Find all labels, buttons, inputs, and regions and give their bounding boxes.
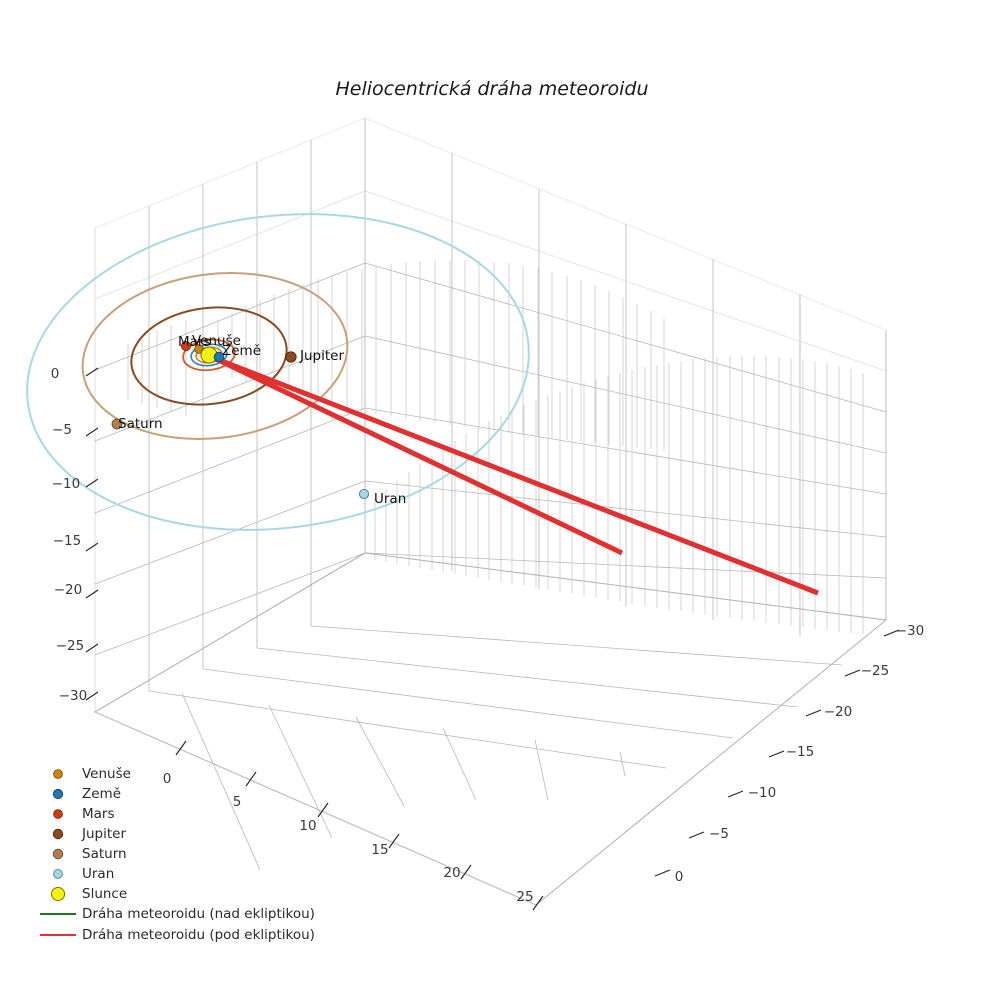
legend-label-venuse: Venuše bbox=[82, 766, 131, 782]
label-jupiter: Jupiter bbox=[299, 348, 344, 364]
planet-markers bbox=[111, 340, 370, 500]
trajectory-branch-2 bbox=[213, 355, 819, 596]
legend-label-slunce: Slunce bbox=[82, 886, 127, 902]
y-tick-4: −20 bbox=[824, 704, 853, 720]
z-tick-6: −30 bbox=[59, 688, 88, 704]
marker-saturn bbox=[111, 418, 123, 430]
legend-item-saturn[interactable]: Saturn bbox=[52, 846, 127, 862]
legend-label-mars: Mars bbox=[82, 806, 115, 822]
legend-item-draha-nad[interactable]: Dráha meteoroidu (nad ekliptikou) bbox=[40, 906, 315, 922]
legend-item-slunce[interactable]: Slunce bbox=[50, 886, 127, 902]
z-tick-5: −25 bbox=[56, 638, 85, 654]
y-tick-2: −10 bbox=[748, 785, 777, 801]
pane-floor bbox=[94, 552, 888, 906]
legend-label-jupiter: Jupiter bbox=[81, 826, 126, 842]
legend-item-zeme[interactable]: Země bbox=[52, 786, 121, 802]
orbit-zeme bbox=[190, 343, 228, 367]
legend-marker-jupiter bbox=[52, 828, 64, 840]
label-zeme: Země bbox=[222, 343, 261, 359]
y-tick-1: −5 bbox=[709, 826, 729, 842]
axes-3d-panes bbox=[94, 117, 888, 906]
x-tick-5: 25 bbox=[516, 889, 533, 905]
y-tick-6: −30 bbox=[896, 623, 925, 639]
marker-uran bbox=[358, 488, 370, 500]
pane-back-right bbox=[364, 117, 887, 636]
legend-item-venuse[interactable]: Venuše bbox=[53, 766, 131, 782]
z-tick-3: −15 bbox=[53, 533, 82, 549]
legend-label-nad-ekliptikou: Dráha meteoroidu (nad ekliptikou) bbox=[82, 906, 315, 922]
meteoroid-trajectory-below-ecliptic bbox=[212, 355, 819, 596]
label-uran: Uran bbox=[374, 491, 406, 507]
x-axis: 0 5 10 15 20 25 bbox=[163, 740, 544, 911]
y-axis: 0 −5 −10 −15 −20 −25 −30 bbox=[654, 623, 925, 885]
trajectory-branch-1 bbox=[212, 355, 624, 556]
y-tick-3: −15 bbox=[786, 744, 815, 760]
legend-item-jupiter[interactable]: Jupiter bbox=[52, 826, 126, 842]
x-tick-1: 5 bbox=[233, 794, 242, 810]
marker-zeme bbox=[213, 351, 225, 363]
z-tick-2: −10 bbox=[52, 476, 81, 492]
orbit-saturn bbox=[81, 272, 349, 440]
label-mars: Mars bbox=[178, 334, 211, 350]
legend-label-zeme: Země bbox=[82, 786, 121, 802]
page-title: Heliocentrická dráha meteoroidu bbox=[335, 78, 648, 100]
plot-legend[interactable]: Venuše Země Mars Jupiter Saturn Uran Slu… bbox=[40, 766, 315, 943]
y-tick-5: −25 bbox=[861, 663, 890, 679]
legend-marker-venuse bbox=[53, 769, 63, 779]
legend-marker-saturn bbox=[52, 848, 64, 860]
legend-item-mars[interactable]: Mars bbox=[53, 806, 115, 822]
z-tick-0: 0 bbox=[51, 366, 60, 382]
label-saturn: Saturn bbox=[118, 416, 163, 432]
legend-label-saturn: Saturn bbox=[82, 846, 127, 862]
orbit-mars bbox=[182, 338, 236, 372]
legend-label-uran: Uran bbox=[82, 866, 114, 882]
y-tick-0: 0 bbox=[675, 869, 684, 885]
legend-item-draha-pod[interactable]: Dráha meteoroidu (pod ekliptikou) bbox=[40, 927, 315, 943]
x-tick-0: 0 bbox=[163, 771, 172, 787]
x-tick-4: 20 bbox=[443, 865, 460, 881]
legend-marker-zeme bbox=[52, 788, 64, 800]
pane-back-left bbox=[94, 117, 366, 713]
orbit-jupiter bbox=[130, 306, 288, 406]
x-tick-2: 10 bbox=[299, 818, 316, 834]
x-tick-3: 15 bbox=[371, 842, 388, 858]
legend-marker-uran bbox=[53, 869, 63, 879]
legend-marker-mars bbox=[53, 809, 63, 819]
z-axis: 0 −5 −10 −15 −20 −25 −30 bbox=[51, 366, 99, 704]
marker-mars bbox=[180, 340, 191, 351]
label-venuse: Venuše bbox=[192, 333, 241, 349]
planet-orbits bbox=[26, 213, 530, 531]
projection-stem-lines bbox=[127, 260, 864, 634]
legend-label-pod-ekliptikou: Dráha meteoroidu (pod ekliptikou) bbox=[82, 927, 315, 943]
planet-annotations: Mars Venuše Země Jupiter Saturn Uran bbox=[118, 333, 406, 507]
z-tick-4: −20 bbox=[54, 582, 83, 598]
legend-marker-slunce bbox=[50, 886, 66, 902]
orbit-uran bbox=[26, 213, 530, 531]
z-tick-1: −5 bbox=[52, 422, 72, 438]
legend-item-uran[interactable]: Uran bbox=[53, 866, 115, 882]
marker-jupiter bbox=[285, 351, 297, 363]
